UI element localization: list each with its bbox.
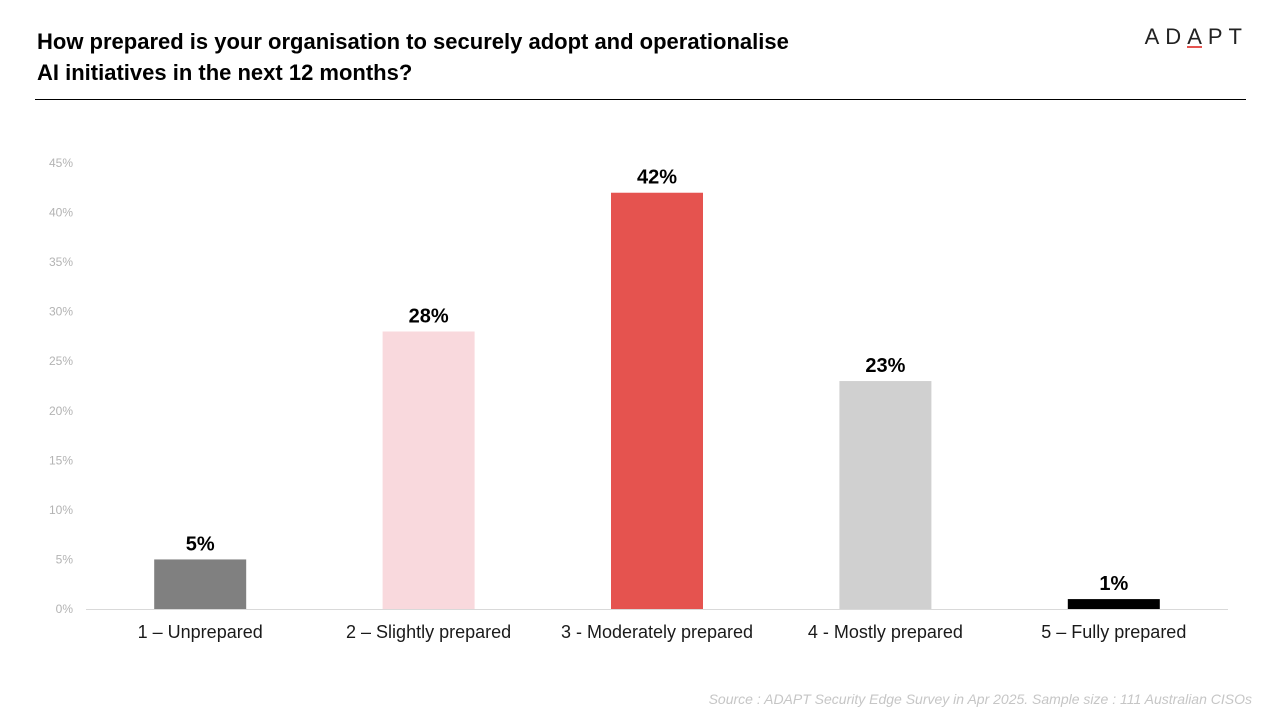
- bar: [1067, 599, 1160, 609]
- bars: [154, 192, 1160, 609]
- y-tick-label: 15%: [49, 453, 73, 467]
- data-label: 23%: [865, 355, 905, 377]
- x-tick-label: 3 - Moderately prepared: [561, 622, 753, 642]
- bar: [382, 331, 475, 609]
- x-tick-label: 4 - Mostly prepared: [808, 622, 963, 642]
- y-tick-label: 40%: [49, 206, 73, 220]
- bar: [839, 381, 932, 609]
- y-tick-label: 25%: [49, 354, 73, 368]
- logo-accent-letter: A: [1187, 24, 1208, 49]
- x-tick-label: 5 – Fully prepared: [1041, 622, 1186, 642]
- adapt-logo: ADAPT: [1145, 24, 1248, 50]
- x-axis-labels: 1 – Unprepared 2 – Slightly prepared 3 - M…: [138, 622, 1187, 642]
- data-label: 42%: [637, 167, 677, 189]
- y-axis-labels: 0% 5% 10% 15% 20% 25% 30% 35% 40% 45%: [49, 156, 73, 616]
- title-divider: [35, 99, 1246, 100]
- y-tick-label: 20%: [49, 404, 73, 418]
- chart-title: How prepared is your organisation to sec…: [37, 26, 937, 88]
- bar: [611, 192, 703, 609]
- y-tick-label: 5%: [56, 552, 74, 566]
- data-labels: 5% 28% 42% 23% 1%: [186, 167, 1129, 595]
- y-tick-label: 45%: [49, 156, 73, 170]
- y-tick-label: 10%: [49, 503, 73, 517]
- data-label: 1%: [1099, 573, 1128, 595]
- logo-suffix: PT: [1207, 24, 1248, 49]
- y-tick-label: 35%: [49, 255, 73, 269]
- y-tick-label: 0%: [56, 602, 74, 616]
- data-label: 5%: [186, 533, 215, 555]
- x-tick-label: 1 – Unprepared: [138, 622, 263, 642]
- chart-title-line-2: AI initiatives in the next 12 months?: [37, 60, 413, 85]
- bar: [154, 559, 247, 609]
- data-label: 28%: [409, 305, 449, 327]
- y-tick-label: 30%: [49, 305, 73, 319]
- logo-prefix: AD: [1144, 24, 1188, 49]
- chart-title-line-1: How prepared is your organisation to sec…: [37, 29, 789, 54]
- source-note: Source : ADAPT Security Edge Survey in A…: [708, 691, 1252, 707]
- x-tick-label: 2 – Slightly prepared: [346, 622, 511, 642]
